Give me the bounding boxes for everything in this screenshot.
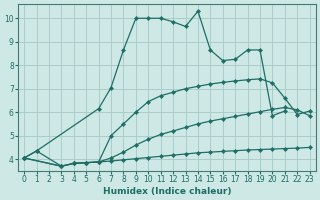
- X-axis label: Humidex (Indice chaleur): Humidex (Indice chaleur): [103, 187, 231, 196]
